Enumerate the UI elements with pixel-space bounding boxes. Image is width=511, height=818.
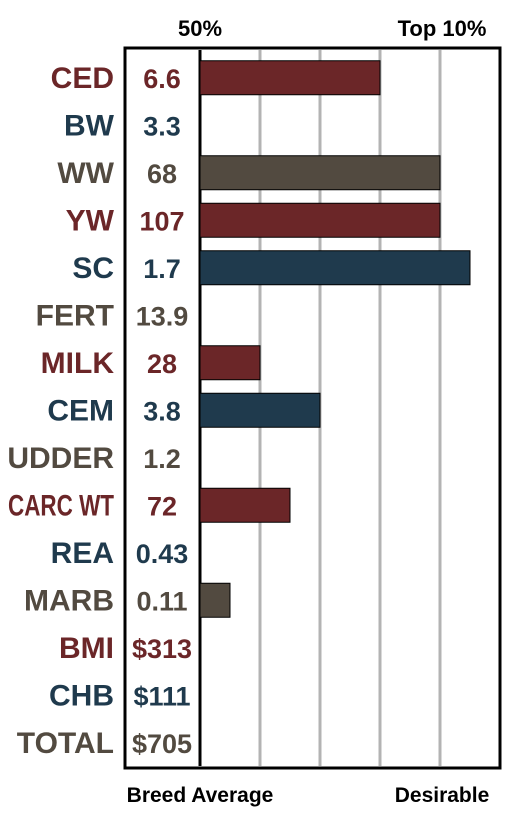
trait-value: $111: [133, 681, 190, 711]
trait-label: YW: [66, 204, 115, 237]
trait-label: TOTAL: [17, 727, 114, 760]
trait-label: FERT: [36, 299, 114, 332]
bar: [199, 345, 261, 381]
bar: [199, 582, 231, 618]
trait-label: CARC WT: [8, 489, 114, 522]
header-50-percent: 50%: [178, 16, 222, 41]
header-top-10-percent: Top 10%: [398, 16, 487, 41]
trait-value: 13.9: [136, 301, 189, 331]
trait-label: UDDER: [7, 442, 114, 475]
bar: [199, 250, 471, 286]
trait-value: 0.11: [136, 586, 187, 616]
trait-label: MILK: [41, 347, 115, 380]
bars: [199, 60, 471, 618]
bar: [199, 392, 321, 428]
trait-label: CED: [51, 62, 114, 95]
bar: [199, 60, 381, 96]
trait-value: 6.6: [143, 64, 181, 94]
bar: [199, 487, 291, 523]
trait-value: 1.2: [143, 444, 181, 474]
trait-value: 0.43: [136, 539, 189, 569]
trait-labels: CED BW WW YW SC FERT MILK CEM UDDER CARC WT REA MAR…: [7, 62, 114, 760]
footer-breed-average: Breed Average: [127, 784, 274, 807]
trait-label: CHB: [49, 679, 114, 712]
trait-value: 3.8: [143, 396, 181, 426]
trait-label: BW: [64, 109, 115, 142]
trait-values: 6.6 3.3 68 107 1.7 13.9 28 3.8 1.2 72 0.43 0.11 $313…: [132, 64, 192, 759]
trait-value: 1.7: [143, 254, 181, 284]
trait-label: BMI: [59, 632, 114, 665]
footer-desirable: Desirable: [395, 784, 490, 807]
trait-value: 68: [147, 159, 177, 189]
chart-frame: [123, 46, 502, 770]
trait-label: REA: [51, 537, 114, 570]
trait-value: 28: [147, 349, 177, 379]
trait-label: MARB: [24, 584, 114, 617]
trait-value: 107: [139, 206, 184, 236]
trait-value: $313: [132, 634, 192, 664]
trait-value: $705: [132, 729, 192, 759]
trait-value: 3.3: [143, 111, 181, 141]
bar: [199, 155, 441, 191]
trait-label: SC: [72, 252, 114, 285]
bar: [199, 202, 441, 238]
trait-label: CEM: [47, 394, 114, 427]
trait-value: 72: [147, 491, 177, 521]
trait-label: WW: [57, 157, 114, 190]
